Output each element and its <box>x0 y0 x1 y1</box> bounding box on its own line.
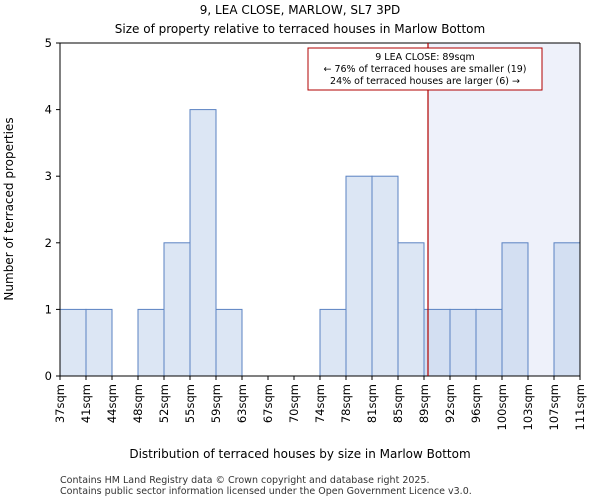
bar-48sqm <box>137 308 165 377</box>
x-tick-label-55sqm: 55sqm <box>183 384 197 423</box>
bar-107sqm <box>553 242 581 377</box>
x-tick-label-48sqm: 48sqm <box>131 384 145 423</box>
x-tick-label-96sqm: 96sqm <box>469 384 483 423</box>
y-axis-label: Number of terraced properties <box>2 117 16 300</box>
bar-55sqm <box>189 109 217 377</box>
x-tick-label-103sqm: 103sqm <box>521 384 535 430</box>
bar-78sqm <box>345 175 373 377</box>
bar-37sqm <box>59 308 87 377</box>
y-tick-label-2: 2 <box>45 236 52 250</box>
x-tick-label-92sqm: 92sqm <box>443 384 457 423</box>
x-tick-label-85sqm: 85sqm <box>391 384 405 423</box>
x-tick-label-37sqm: 37sqm <box>53 384 67 423</box>
x-tick-label-107sqm: 107sqm <box>547 384 561 430</box>
plot-area: 0 1 2 3 4 5 37sqm 41sqm 44sqm 48sqm 52sqm 55sqm 59sq… <box>45 36 587 430</box>
bar-85sqm <box>397 242 425 377</box>
y-tick-label-4: 4 <box>45 103 52 117</box>
x-tick-label-111sqm: 111sqm <box>573 384 587 430</box>
annotation-box <box>307 47 543 91</box>
x-tick-label-59sqm: 59sqm <box>209 384 223 423</box>
x-tick-label-100sqm: 100sqm <box>495 384 509 430</box>
x-tick-label-81sqm: 81sqm <box>365 384 379 423</box>
footer-licence: Contains public sector information licen… <box>60 486 472 497</box>
x-tick-label-70sqm: 70sqm <box>287 384 301 423</box>
bar-41sqm <box>85 308 113 377</box>
bar-52sqm <box>163 242 191 377</box>
x-tick-label-44sqm: 44sqm <box>105 384 119 423</box>
y-tick-label-5: 5 <box>45 36 52 50</box>
y-tick-label-0: 0 <box>45 369 52 383</box>
bar-74sqm <box>319 308 347 377</box>
bar-96sqm <box>475 308 503 377</box>
x-tick-label-89sqm: 89sqm <box>417 384 431 423</box>
x-tick-label-63sqm: 63sqm <box>235 384 249 423</box>
bar-59sqm <box>215 308 243 377</box>
x-tick-label-74sqm: 74sqm <box>313 384 327 423</box>
x-axis-label: Distribution of terraced houses by size … <box>129 447 470 461</box>
x-tick-label-78sqm: 78sqm <box>339 384 353 423</box>
annotation-smaller: ← 76% of terraced houses are smaller (19… <box>323 64 526 75</box>
y-tick-label-1: 1 <box>45 302 52 316</box>
bar-81sqm <box>371 175 399 377</box>
x-tick-label-67sqm: 67sqm <box>261 384 275 423</box>
annotation-larger: 24% of terraced houses are larger (6) → <box>330 76 520 87</box>
bar-100sqm <box>501 242 529 377</box>
bar-92sqm <box>449 308 477 377</box>
chart-title: 9, LEA CLOSE, MARLOW, SL7 3PD <box>200 3 400 17</box>
x-tick-label-52sqm: 52sqm <box>157 384 171 423</box>
annotation-property: 9 LEA CLOSE: 89sqm <box>375 52 475 63</box>
footer-copyright: Contains HM Land Registry data © Crown c… <box>60 475 430 486</box>
y-tick-label-3: 3 <box>45 169 52 183</box>
x-tick-label-41sqm: 41sqm <box>79 384 93 423</box>
chart-subtitle: Size of property relative to terraced ho… <box>115 22 485 36</box>
